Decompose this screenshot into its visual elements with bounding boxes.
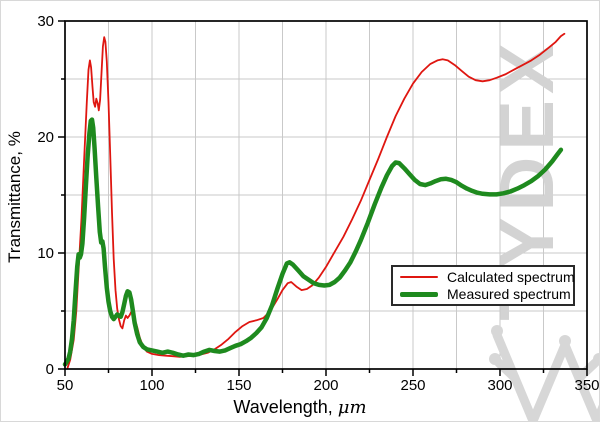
x-axis-label-text: Wavelength,	[233, 397, 338, 417]
y-axis-label: Transmittance, %	[5, 131, 24, 263]
legend-item-calculated: Calculated spectrum	[400, 268, 575, 285]
y-tick-label: 10	[37, 245, 54, 262]
x-tick-label: 100	[139, 377, 164, 394]
y-tick-label: 0	[46, 361, 54, 378]
calculated-line-swatch	[400, 275, 438, 278]
x-tick-label: 350	[574, 377, 599, 394]
x-tick-label: 50	[57, 377, 74, 394]
x-tick-label: 300	[487, 377, 512, 394]
legend-label-calculated: Calculated spectrum	[447, 268, 575, 285]
legend-label-measured: Measured spectrum	[447, 286, 571, 303]
y-tick-label: 30	[37, 13, 54, 30]
measured-line-swatch	[400, 291, 438, 297]
axis-ticks	[58, 20, 588, 376]
x-tick-label: 150	[226, 377, 251, 394]
x-tick-label: 250	[400, 377, 425, 394]
tydex-watermark: TYDEX	[485, 37, 599, 421]
x-axis-label: Wavelength, μm	[1, 397, 599, 418]
x-tick-label: 200	[313, 377, 338, 394]
legend: Calculated spectrum Measured spectrum	[391, 265, 575, 306]
x-axis-label-unit: μm	[337, 397, 367, 418]
tick-labels: 50 100 150 200 250 300 350 0 10 20 30	[37, 13, 599, 394]
measured-spectrum-line	[62, 117, 564, 367]
y-tick-label: 20	[37, 129, 54, 146]
legend-item-measured: Measured spectrum	[400, 286, 571, 303]
